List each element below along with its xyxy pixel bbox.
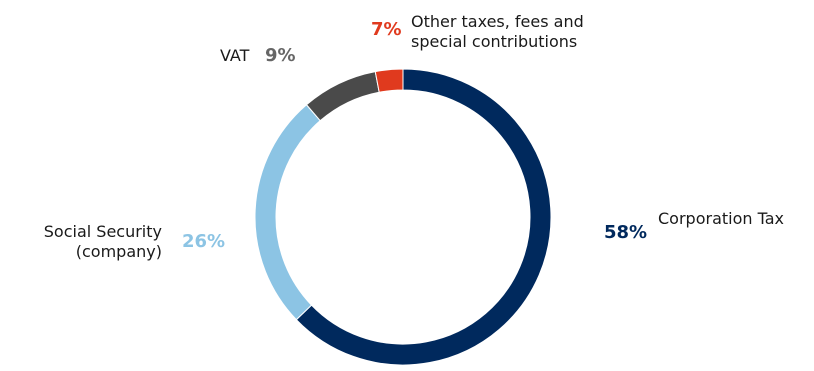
slice-social-security-company <box>254 104 321 321</box>
slice-pct-social-security: 26% <box>182 231 226 252</box>
slice-pct-corporation-tax: 58% <box>604 222 648 243</box>
slice-pct-other-taxes: 7% <box>371 19 402 40</box>
social-security-line-2: (company) <box>75 242 162 261</box>
slice-label-vat: VAT <box>220 46 250 65</box>
social-security-line-1: Social Security <box>43 222 162 241</box>
slice-label-social-security: Social Security (company) <box>30 222 162 262</box>
slice-other-taxes-fees-and-special-contributions <box>374 68 404 93</box>
other-taxes-line-1: Other taxes, fees and <box>411 12 584 31</box>
slice-label-other-taxes: Other taxes, fees and special contributi… <box>411 12 631 52</box>
other-taxes-line-2: special contributions <box>411 32 578 51</box>
slice-label-corporation-tax: Corporation Tax <box>658 209 784 228</box>
donut-slices <box>254 68 552 366</box>
slice-vat <box>305 71 380 122</box>
slice-corporation-tax <box>295 68 552 366</box>
slice-pct-vat: 9% <box>265 45 296 66</box>
